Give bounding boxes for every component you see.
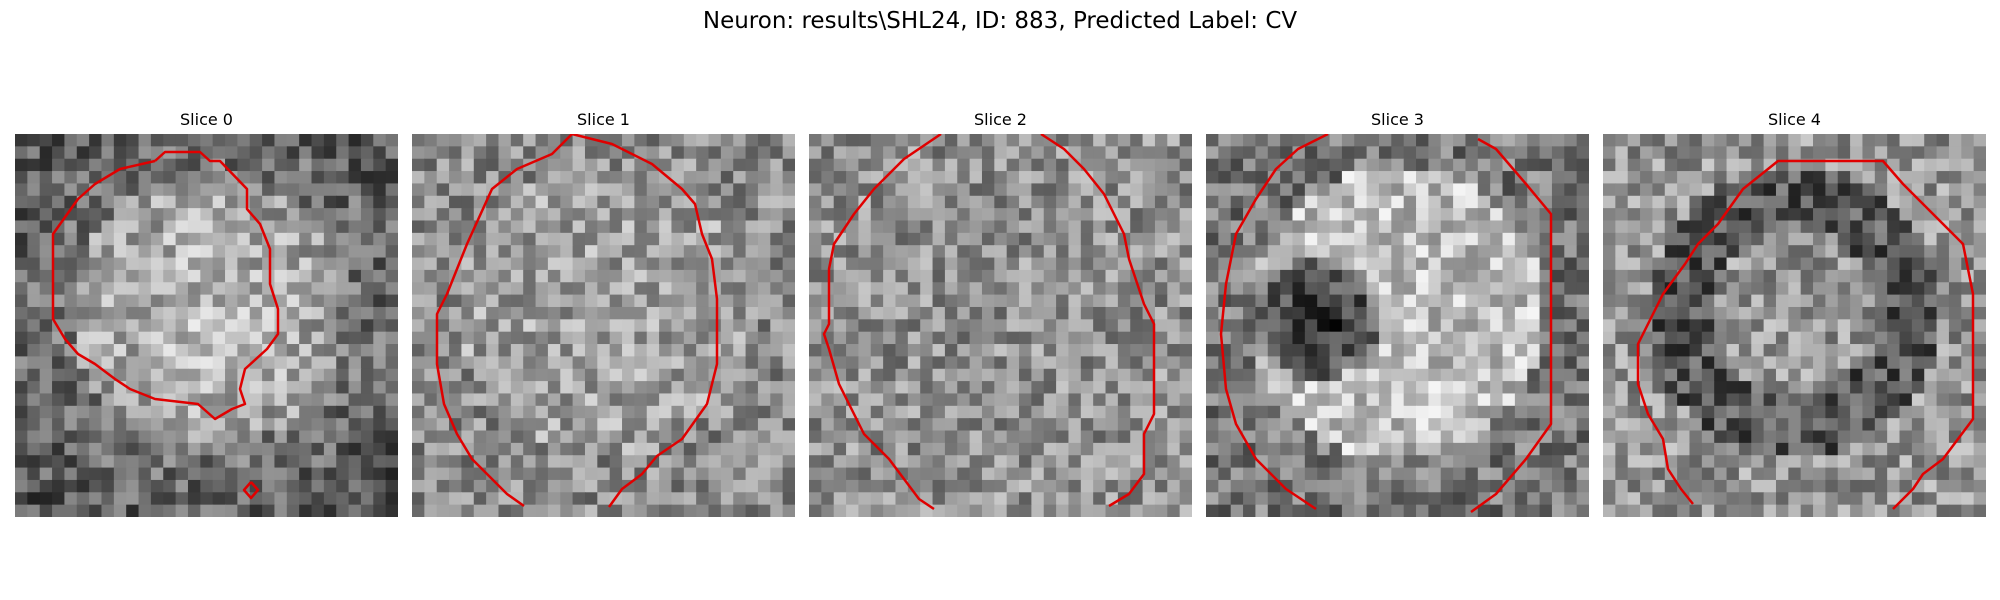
slice-image-3	[1206, 134, 1589, 517]
slice-title: Slice 1	[577, 110, 630, 129]
contour-line-1	[242, 481, 260, 500]
slice-panel-2: Slice 2	[809, 108, 1192, 517]
slice-title: Slice 4	[1768, 110, 1821, 129]
slice-image-0	[15, 134, 398, 517]
contour-line-1	[1040, 134, 1156, 508]
contour-line-0	[435, 134, 719, 508]
slice-image-1	[412, 134, 795, 517]
slice-title: Slice 3	[1371, 110, 1424, 129]
contour-line-1	[1470, 137, 1553, 514]
slice-panel-0: Slice 0	[15, 108, 398, 517]
contour-line-0	[51, 150, 280, 421]
slice-panel-3: Slice 3	[1206, 108, 1589, 517]
contour-line-0	[1219, 134, 1329, 511]
slice-image-2	[809, 134, 1192, 517]
slice-title: Slice 2	[974, 110, 1027, 129]
contour-line-0	[822, 134, 942, 511]
slice-title: Slice 0	[180, 110, 233, 129]
slice-panel-1: Slice 1	[412, 108, 795, 517]
contour-line-0	[1636, 159, 1975, 510]
slice-image-4	[1603, 134, 1986, 517]
slice-panel-4: Slice 4	[1603, 108, 1986, 517]
figure-title: Neuron: results\SHL24, ID: 883, Predicte…	[702, 8, 1298, 34]
